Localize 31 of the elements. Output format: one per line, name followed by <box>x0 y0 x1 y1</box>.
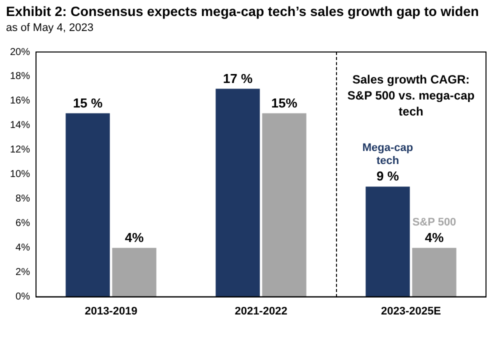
bar <box>66 113 110 297</box>
chart-title: Exhibit 2: Consensus expects mega-cap tech’s sales growth gap to widen <box>6 4 479 19</box>
data-label: 4% <box>424 230 444 245</box>
y-tick-label: 4% <box>16 242 30 254</box>
bar <box>366 186 410 297</box>
x-tick-label: 2023-2025E <box>381 305 441 318</box>
x-tick-label: 2021-2022 <box>234 305 288 318</box>
y-tick-label: 0% <box>16 292 30 303</box>
y-tick-label: 8% <box>16 194 30 205</box>
y-tick-label: 2% <box>16 267 30 278</box>
series-label: S&P 500 <box>412 216 456 228</box>
data-label: 4% <box>124 230 144 245</box>
y-tick-label: 12% <box>10 144 30 156</box>
y-tick-label: 6% <box>16 218 30 230</box>
y-tick-label: 20% <box>10 46 30 58</box>
y-tick-label: 10% <box>10 169 30 180</box>
bar <box>412 248 456 297</box>
data-label: 9 % <box>376 168 400 184</box>
y-tick-label: 18% <box>10 71 30 82</box>
chart-subtitle: as of May 4, 2023 <box>6 22 94 34</box>
y-tick-label: 14% <box>10 120 30 132</box>
bar <box>112 248 156 297</box>
series-label: Mega-cap tech <box>362 142 414 168</box>
x-tick-label: 2013-2019 <box>84 305 138 318</box>
bar <box>262 113 306 297</box>
annotation: Sales growth CAGR: S&P 500 vs. mega-cap tech <box>347 72 475 118</box>
data-label: 15 % <box>72 95 104 110</box>
data-label: 15% <box>271 95 298 110</box>
y-tick-label: 16% <box>10 96 30 107</box>
bar <box>216 88 260 297</box>
data-label: 17 % <box>222 70 254 86</box>
